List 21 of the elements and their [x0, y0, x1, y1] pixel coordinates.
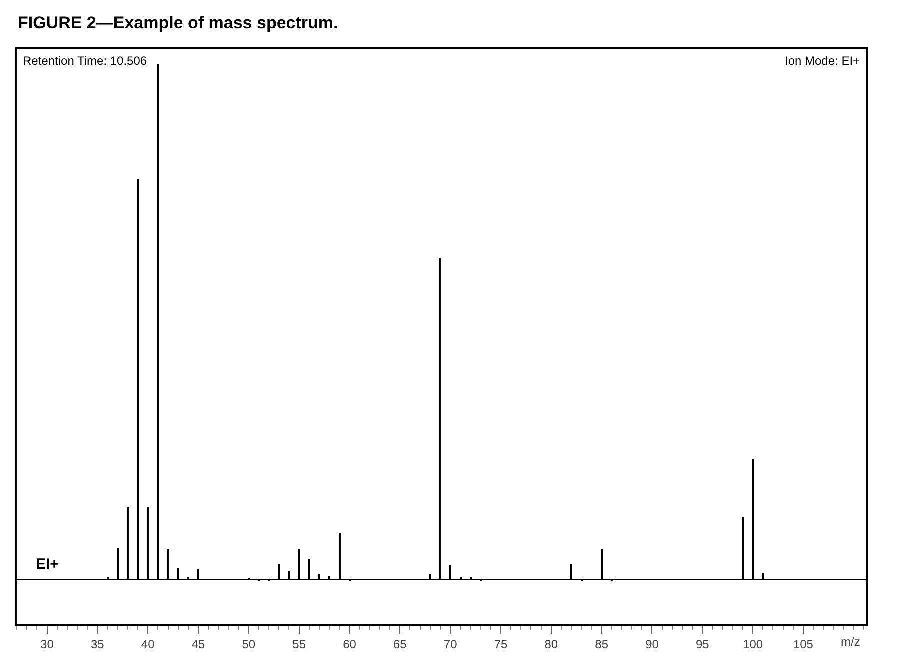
x-tick-label: 90 [646, 637, 660, 652]
x-tick-label: 40 [141, 637, 156, 652]
x-tick-label: 70 [444, 637, 458, 652]
x-tick-label: 80 [544, 637, 558, 652]
x-tick-label: 35 [90, 637, 105, 652]
x-axis-title: m/z [841, 635, 860, 649]
x-tick-label: 55 [292, 637, 306, 652]
x-tick-label: 65 [393, 637, 408, 652]
chart-title: FIGURE 2—Example of mass spectrum. [18, 14, 338, 33]
x-tick-label: 30 [40, 637, 54, 652]
x-tick-label: 45 [192, 637, 206, 652]
annotation: EI+ [36, 556, 60, 573]
x-tick-label: 105 [793, 637, 814, 652]
x-tick-label: 95 [696, 637, 710, 652]
annotation: Retention Time: 10.506 [23, 54, 148, 68]
x-tick-label: 75 [494, 637, 508, 652]
x-tick-label: 85 [595, 637, 609, 652]
x-tick-label: 60 [343, 637, 357, 652]
x-tick-label: 50 [242, 637, 256, 652]
x-tick-label: 100 [743, 637, 764, 652]
annotation: Ion Mode: EI+ [785, 54, 860, 68]
